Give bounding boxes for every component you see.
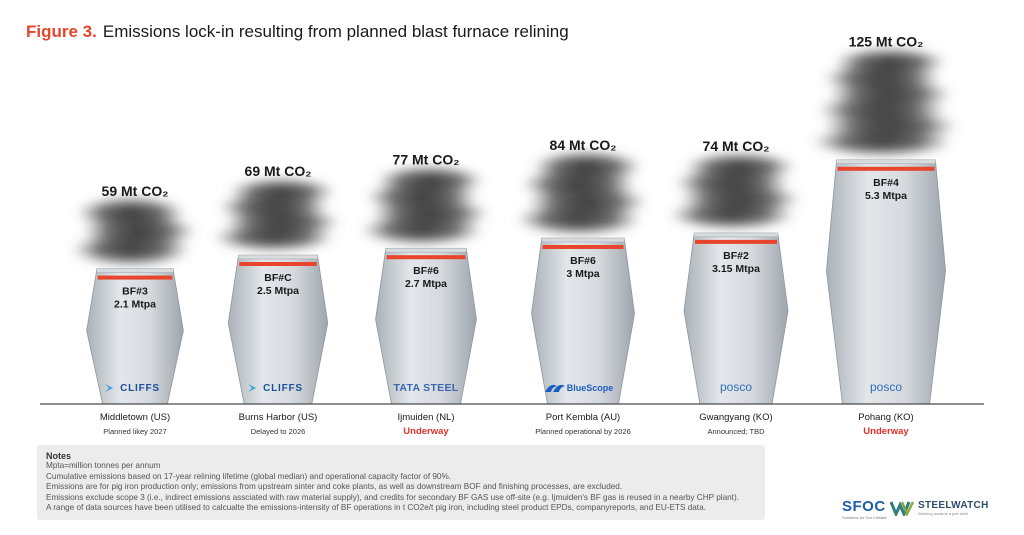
notes-line: Emissions are for pig iron production on… [46,482,623,492]
notes-box: Notes Mpta=million tonnes per annum Cumu… [37,445,765,520]
company-logo-text: CLIFFS [263,383,303,394]
cliffs-logo-icon [105,384,113,392]
furnace-capacity-label: 2.5 Mtpa [257,285,299,297]
smoke-plume [359,165,490,246]
furnace-id-label: BF#3 [122,286,148,298]
furnace-id-label: BF#C [264,272,292,284]
bluescope-logo-icon [545,384,565,392]
furnace-id-label: BF#6 [413,265,439,277]
notes-title: Notes [46,451,72,461]
steelwatch-mark-icon [890,501,914,516]
notes-line: Mpta=million tonnes per annum [46,461,161,471]
site-label: Ijmuiden (NL) [397,412,454,423]
smoke-plume [515,150,648,236]
furnace-capacity-label: 5.3 Mtpa [865,190,907,202]
furnace-red-band [542,245,624,249]
site-label: Gwangyang (KO) [699,412,772,423]
furnace-id-label: BF#4 [873,177,899,189]
furnace-id-label: BF#2 [723,250,749,262]
posco-logo-icon: posco [870,380,902,394]
steelwatch-logo: STEELWATCH Working towards a just steel [890,500,989,516]
sfoc-name: SFOC [842,498,886,515]
figure-number: Figure 3. [26,22,97,41]
status-label: Delayed to 2026 [251,427,306,436]
company-logo-text: BlueScope [567,383,614,393]
label-layer: 59 Mt CO₂ BF#32.1 Mtpa CLIFFS Middletown (U… [100,33,923,437]
furnace-cap [836,159,936,165]
status-label: Planned likey 2027 [103,427,166,436]
furnace-red-band [837,166,935,171]
furnace-cap [96,268,174,273]
smoke-plume [667,151,802,231]
furnace-layer [86,159,946,405]
cliffs-logo-icon [248,384,256,392]
furnace-red-band [694,239,778,244]
status-label: Planned operational by 2026 [535,427,631,436]
emissions-value-label: 125 Mt CO₂ [849,33,924,49]
furnace-red-band [97,275,173,280]
furnace-red-band [386,255,466,260]
tata-steel-logo-icon: TATA STEEL [393,382,458,394]
smoke-plume [70,195,197,267]
site-label: Port Kembla (AU) [546,412,620,423]
emissions-value-label: 74 Mt CO₂ [703,138,770,154]
furnace-cap [238,254,318,260]
furnace-cap [385,247,467,253]
furnace-cap [541,237,625,243]
steelwatch-tagline: Working towards a just steel [918,511,968,516]
emissions-value-label: 77 Mt CO₂ [393,151,460,167]
sfoc-logo: SFOC Solutions for Our Climate [842,498,887,520]
site-label: Pohang (KO) [858,412,913,423]
furnace-red-band [239,262,317,266]
furnace-emissions-chart: 59 Mt CO₂ BF#32.1 Mtpa CLIFFS Middletown (U… [40,33,984,437]
smoke-plume [212,177,342,252]
furnace-capacity-label: 2.7 Mtpa [405,278,447,290]
status-label: Underway [403,426,449,437]
furnace-capacity-label: 3 Mtpa [566,268,599,280]
site-label: Burns Harbor (US) [239,412,318,423]
figure-title: Figure 3. Emissions lock-in resulting fro… [26,22,569,42]
furnace-id-label: BF#6 [570,255,596,267]
notes-line: Emissions exclude scope 3 (i.e., indirec… [46,492,739,502]
site-label: Middletown (US) [100,412,170,423]
figure-title-text: Emissions lock-in resulting from planned… [102,22,569,41]
furnace-cap [693,232,779,238]
emissions-value-label: 84 Mt CO₂ [550,137,617,153]
smoke-layer [70,47,959,267]
notes-line: Cumulative emissions based on 17-year re… [46,471,452,481]
furnace-capacity-label: 2.1 Mtpa [114,299,156,311]
status-label: Announced; TBD [708,427,766,436]
company-logo-text: CLIFFS [120,383,160,394]
posco-logo-icon: posco [720,380,752,394]
furnace-capacity-label: 3.15 Mtpa [712,263,760,275]
emissions-value-label: 69 Mt CO₂ [245,163,312,179]
notes-line: A range of data sources have been utilis… [46,503,706,513]
steelwatch-name: STEELWATCH [918,500,989,511]
smoke-plume [810,47,959,157]
emissions-value-label: 59 Mt CO₂ [102,183,169,199]
sfoc-tagline: Solutions for Our Climate [842,515,887,520]
status-label: Underway [863,426,909,437]
